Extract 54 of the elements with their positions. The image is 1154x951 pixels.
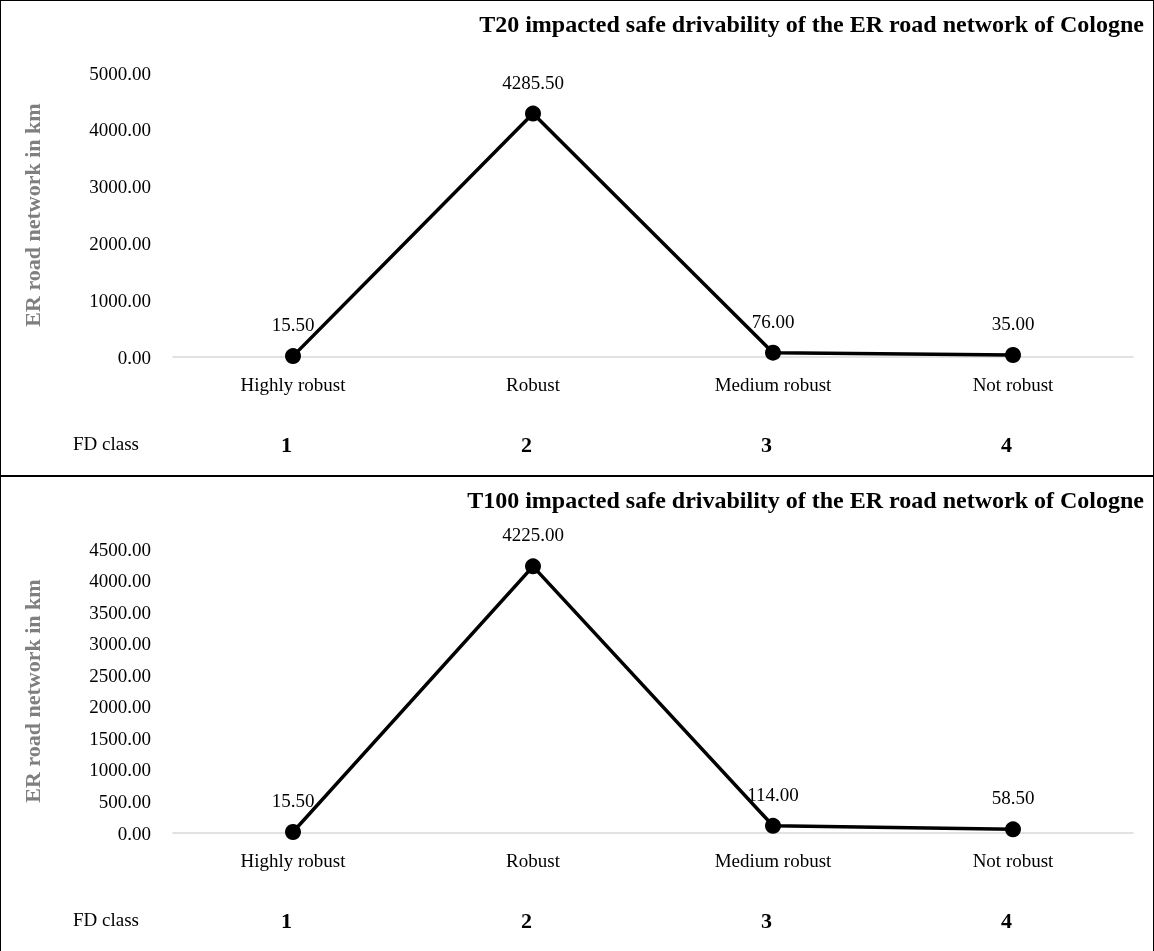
y-tick-label: 1000.00 — [89, 759, 151, 781]
x-tick-label: Highly robust — [240, 850, 347, 871]
y-tick-label: 3500.00 — [89, 601, 151, 623]
point — [525, 105, 541, 122]
y-tick-label: 3000.00 — [89, 176, 151, 198]
data-label: 76.00 — [751, 310, 795, 332]
y-tick-label: 0.00 — [117, 346, 151, 368]
x-tick-label: Not robust — [972, 374, 1055, 395]
text: 1 — [281, 907, 292, 933]
x-tick-label: Robust — [506, 374, 561, 395]
x-tick-label: Highly robust — [240, 374, 347, 395]
y-tick-label: 1000.00 — [89, 289, 151, 311]
text: FD class — [73, 433, 139, 454]
x-tick-label: Medium robust — [714, 374, 833, 395]
point — [1005, 347, 1021, 364]
y-tick-label: 4500.00 — [89, 538, 151, 560]
text: 2 — [521, 907, 532, 933]
chart-title: T100 impacted safe drivability of the ER road network of Cologne — [467, 487, 1145, 513]
y-tick-label: 4000.00 — [89, 119, 151, 141]
y-tick-label: 500.00 — [98, 790, 151, 812]
point — [1005, 821, 1021, 838]
text: FD class — [73, 909, 139, 930]
data-label: 15.50 — [271, 314, 315, 336]
point — [285, 824, 301, 841]
point — [525, 558, 541, 575]
x-tick-label: Not robust — [972, 850, 1055, 871]
text: 1 — [281, 431, 292, 457]
y-tick-label: 2500.00 — [89, 664, 151, 686]
chart-title: T20 impacted safe drivability of the ER road network of Cologne — [479, 11, 1145, 37]
data-label: 58.50 — [991, 787, 1035, 809]
y-tick-label: 5000.00 — [89, 62, 151, 84]
text: 4 — [1001, 431, 1012, 457]
point — [765, 344, 781, 361]
y-tick-label: 0.00 — [117, 822, 151, 844]
data-label: 35.00 — [991, 313, 1035, 335]
point — [285, 348, 301, 365]
data-label: 4225.00 — [502, 524, 564, 546]
data-label: 15.50 — [271, 790, 315, 812]
y-tick-label: 1500.00 — [89, 727, 151, 749]
text: 3 — [761, 907, 772, 933]
data-label: 114.00 — [747, 783, 799, 805]
point — [765, 817, 781, 834]
text: 4 — [1001, 907, 1012, 933]
text: 2 — [521, 431, 532, 457]
y-tick-label: 2000.00 — [89, 232, 151, 254]
x-tick-label: Medium robust — [714, 850, 833, 871]
y-tick-label: 2000.00 — [89, 696, 151, 718]
y-tick-label: 3000.00 — [89, 633, 151, 655]
y-axis-title: ER road network in km — [19, 579, 45, 803]
text: 3 — [761, 431, 772, 457]
x-tick-label: Robust — [506, 850, 561, 871]
y-tick-label: 4000.00 — [89, 570, 151, 592]
y-axis-title: ER road network in km — [19, 103, 45, 327]
data-label: 4285.50 — [502, 71, 564, 93]
